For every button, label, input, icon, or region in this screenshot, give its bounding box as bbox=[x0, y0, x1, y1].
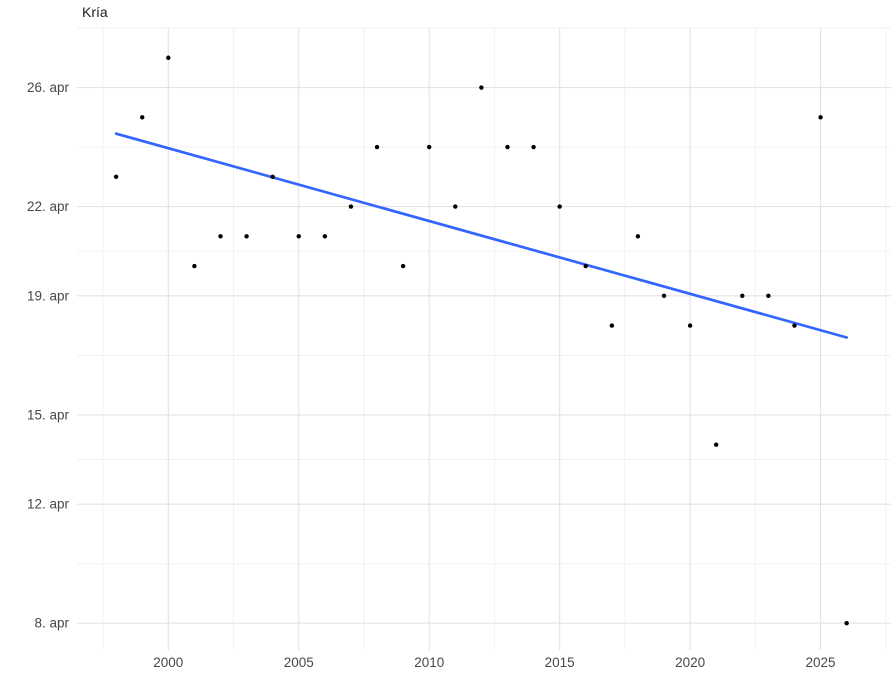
data-point bbox=[792, 323, 797, 328]
data-point bbox=[661, 293, 667, 299]
data-point bbox=[635, 234, 641, 239]
data-point bbox=[479, 85, 484, 90]
data-point bbox=[322, 234, 328, 239]
y-axis-tick-label: 19. apr bbox=[27, 288, 70, 303]
data-point bbox=[609, 323, 615, 328]
data-point bbox=[713, 442, 719, 447]
x-axis-tick-label: 2005 bbox=[284, 655, 314, 670]
data-point bbox=[244, 234, 249, 239]
data-point bbox=[557, 204, 562, 209]
data-point bbox=[113, 174, 119, 180]
x-axis-tick-label: 2000 bbox=[153, 655, 183, 670]
data-point bbox=[348, 204, 354, 209]
data-point bbox=[192, 263, 197, 269]
trend-line bbox=[114, 132, 848, 339]
data-point bbox=[166, 55, 171, 60]
x-axis-tick-label: 2015 bbox=[545, 655, 575, 670]
y-axis-tick-label: 8. apr bbox=[34, 616, 69, 631]
data-point bbox=[427, 144, 432, 150]
data-point bbox=[140, 115, 145, 120]
x-axis-tick-label: 2020 bbox=[675, 655, 705, 670]
data-point bbox=[296, 234, 301, 239]
y-axis-tick-label: 26. apr bbox=[27, 80, 70, 95]
data-point bbox=[218, 234, 223, 239]
data-point bbox=[740, 293, 745, 299]
x-axis-tick-label: 2025 bbox=[806, 655, 836, 670]
data-point bbox=[270, 174, 275, 180]
y-axis-tick-label: 22. apr bbox=[27, 199, 70, 214]
data-point bbox=[374, 144, 380, 150]
y-axis-tick-label: 12. apr bbox=[27, 497, 70, 512]
data-point bbox=[505, 144, 510, 150]
data-point bbox=[818, 115, 823, 120]
data-point bbox=[400, 263, 406, 269]
data-point bbox=[766, 293, 771, 299]
data-point bbox=[844, 621, 849, 626]
data-point bbox=[453, 204, 458, 209]
x-axis-tick-label: 2010 bbox=[414, 655, 444, 670]
y-axis-tick-label: 15. apr bbox=[27, 407, 70, 422]
data-point bbox=[583, 263, 588, 269]
data-point bbox=[531, 144, 536, 150]
data-point bbox=[687, 323, 693, 328]
chart-title: Kría bbox=[82, 4, 108, 20]
